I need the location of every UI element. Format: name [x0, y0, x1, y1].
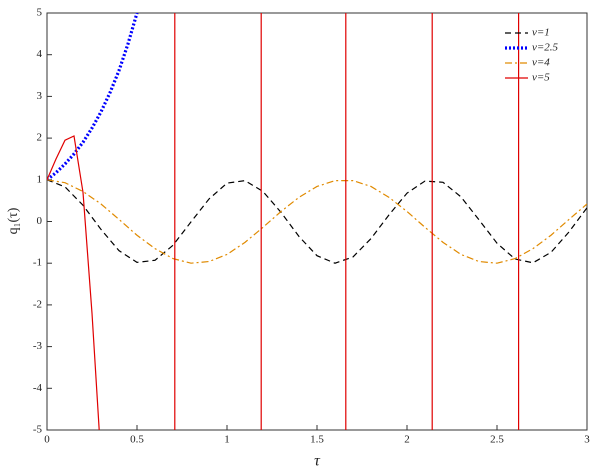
- y-tick-label: -4: [33, 382, 43, 394]
- y-tick-label: 1: [37, 173, 43, 185]
- x-tick-label: 1: [224, 434, 230, 446]
- x-tick-label: 0.5: [130, 434, 144, 446]
- y-tick-label: -1: [33, 257, 42, 269]
- y-tick-label: 3: [37, 90, 43, 102]
- x-tick-label: 2: [404, 434, 410, 446]
- y-axis-label: q₁(τ): [6, 207, 21, 234]
- legend-label: v=1: [532, 27, 550, 39]
- y-tick-label: -2: [33, 298, 42, 310]
- x-tick-label: 1.5: [310, 434, 324, 446]
- plot-frame: [47, 13, 587, 430]
- chart: τ q₁(τ) 0 0.5 1 1.5 2 2.5 3 -5 -4 -3 -2 -1 0 1 2 3 4 5 v=1…: [0, 0, 593, 472]
- y-tick-label: 2: [37, 132, 43, 144]
- x-tick-label: 2.5: [490, 434, 504, 446]
- x-axis-label: τ: [314, 453, 321, 470]
- y-tick-label: 0: [37, 215, 43, 227]
- y-tick-label: 5: [37, 7, 43, 19]
- legend-label: v=4: [532, 57, 550, 69]
- y-tick-label: -5: [33, 424, 43, 436]
- y-tick-label: -3: [33, 340, 43, 352]
- x-tick-label: 3: [584, 434, 590, 446]
- y-tick-label: 4: [37, 48, 43, 60]
- legend-label: v=2.5: [532, 42, 559, 54]
- legend-label: v=5: [532, 72, 550, 84]
- x-tick-label: 0: [44, 434, 50, 446]
